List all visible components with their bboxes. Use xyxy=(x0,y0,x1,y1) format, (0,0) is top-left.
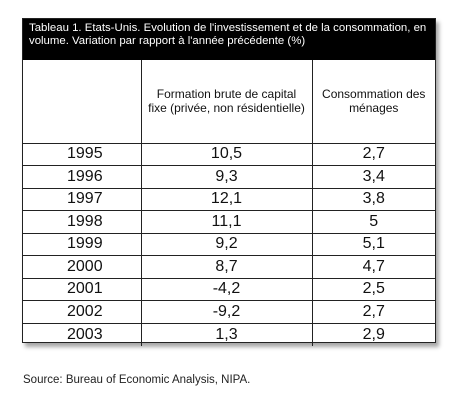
table-row: 2002 -9,2 2,7 xyxy=(23,300,435,324)
header-row: Formation brute de capital fixe (privée,… xyxy=(23,60,435,144)
year-cell: 2003 xyxy=(67,325,103,343)
investment-cell: -9,2 xyxy=(140,300,312,324)
header-investment: Formation brute de capital fixe (privée,… xyxy=(140,60,312,144)
investment-cell: 9,3 xyxy=(140,165,312,189)
data-table: Formation brute de capital fixe (privée,… xyxy=(23,60,435,346)
source-note: Source: Bureau of Economic Analysis, NIP… xyxy=(23,374,251,386)
consumption-cell: 4,7 xyxy=(311,255,435,279)
investment-cell: 10,5 xyxy=(140,143,312,166)
consumption-cell: 3,4 xyxy=(311,165,435,189)
header-year xyxy=(23,60,141,144)
table-row: 2003 1,3 2,9 xyxy=(23,323,435,346)
table-row: 1999 9,2 5,1 xyxy=(23,233,435,256)
year-cell: 1999 xyxy=(23,233,141,256)
table-row: 2001 -4,2 2,5 xyxy=(23,278,435,301)
investment-cell: 1,3 xyxy=(140,323,312,346)
table-row: 1997 12,1 3,8 xyxy=(23,188,435,211)
consumption-cell: 2,7 xyxy=(311,143,435,166)
investment-cell: 12,1 xyxy=(140,188,312,211)
year-cell: 2001 xyxy=(23,278,141,301)
table-frame: Tableau 1. Etats-Unis. Evolution de l'in… xyxy=(22,18,436,346)
table-row: 2000 8,7 4,7 xyxy=(23,255,435,279)
consumption-cell: 2,5 xyxy=(311,278,435,301)
investment-cell: -4,2 xyxy=(140,278,312,301)
table-row: 1998 11,1 5 xyxy=(23,210,435,234)
year-cell: 1996 xyxy=(23,165,141,189)
consumption-cell: 3,8 xyxy=(311,188,435,211)
consumption-cell: 5,1 xyxy=(311,233,435,256)
year-cell: 2000 xyxy=(23,255,141,279)
table-row: 1996 9,3 3,4 xyxy=(23,165,435,189)
year-cell: 2002 xyxy=(23,300,141,324)
header-consumption: Consommation des ménages xyxy=(311,60,435,144)
investment-cell: 11,1 xyxy=(140,210,312,234)
year-cell: 1998 xyxy=(23,210,141,234)
table-row: 1995 10,5 2,7 xyxy=(23,143,435,166)
consumption-cell: 2,7 xyxy=(311,300,435,324)
year-cell: 1997 xyxy=(23,188,141,211)
table-title: Tableau 1. Etats-Unis. Evolution de l'in… xyxy=(23,19,435,60)
investment-cell: 9,2 xyxy=(140,233,312,256)
investment-cell: 8,7 xyxy=(140,255,312,279)
consumption-cell: 2,9 xyxy=(311,323,435,346)
year-cell: 1995 xyxy=(23,143,141,166)
consumption-cell: 5 xyxy=(311,210,435,234)
